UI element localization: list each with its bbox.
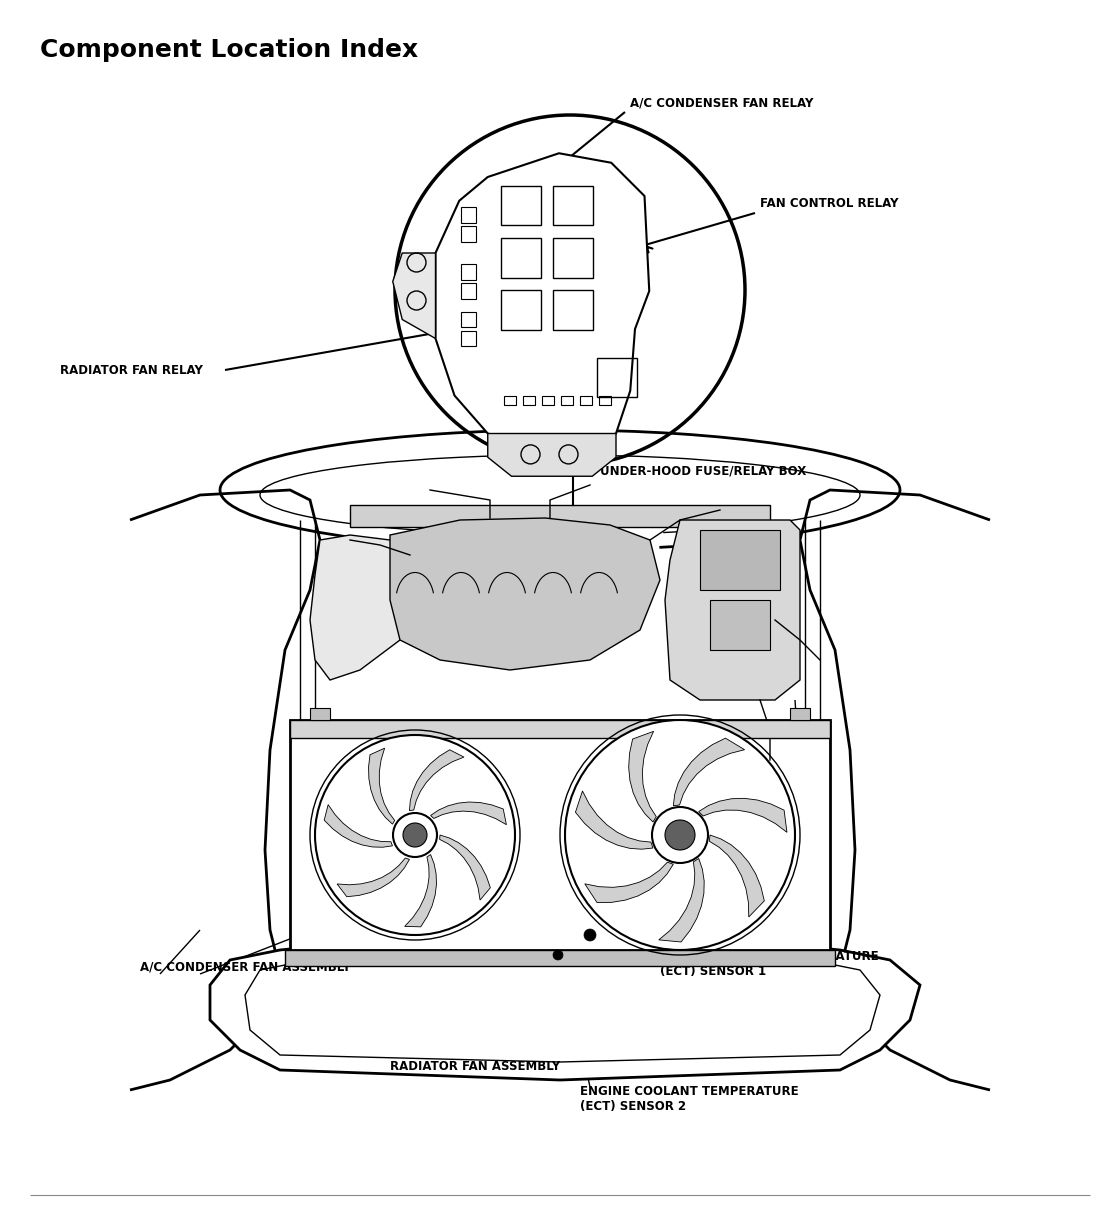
Text: RADIATOR FAN ASSEMBLY: RADIATOR FAN ASSEMBLY — [390, 1060, 560, 1073]
Polygon shape — [665, 520, 800, 700]
Text: Component Location Index: Component Location Index — [40, 38, 418, 62]
Bar — [461, 311, 476, 327]
Text: ENGINE COOLANT TEMPERATURE
(ECT) SENSOR 1: ENGINE COOLANT TEMPERATURE (ECT) SENSOR … — [660, 950, 878, 978]
Circle shape — [553, 950, 563, 959]
Circle shape — [584, 929, 596, 941]
Bar — [501, 238, 541, 277]
Bar — [790, 708, 810, 720]
Polygon shape — [709, 835, 764, 917]
Bar — [461, 331, 476, 347]
Text: UNDER-HOOD FUSE/RELAY BOX: UNDER-HOOD FUSE/RELAY BOX — [600, 465, 806, 478]
Polygon shape — [440, 835, 491, 900]
Bar — [580, 395, 592, 405]
Bar — [349, 505, 771, 527]
Polygon shape — [404, 855, 437, 927]
Bar — [501, 291, 541, 330]
Bar — [599, 395, 612, 405]
Polygon shape — [368, 748, 394, 824]
Bar — [542, 395, 554, 405]
Polygon shape — [337, 858, 410, 896]
Polygon shape — [487, 433, 616, 477]
Polygon shape — [436, 153, 650, 447]
Bar — [461, 226, 476, 242]
Polygon shape — [410, 750, 464, 811]
Text: A/C CONDENSER FAN RELAY: A/C CONDENSER FAN RELAY — [629, 97, 813, 109]
Bar — [290, 720, 830, 738]
Polygon shape — [628, 731, 656, 822]
Bar — [461, 208, 476, 223]
Bar — [553, 186, 594, 225]
Polygon shape — [659, 858, 704, 942]
Text: RADIATOR FAN RELAY: RADIATOR FAN RELAY — [60, 364, 203, 377]
Bar — [523, 395, 535, 405]
Circle shape — [315, 734, 515, 935]
Circle shape — [393, 814, 437, 857]
Bar — [461, 283, 476, 299]
Text: ENGINE COOLANT TEMPERATURE
(ECT) SENSOR 2: ENGINE COOLANT TEMPERATURE (ECT) SENSOR … — [580, 1085, 799, 1113]
Bar — [561, 395, 573, 405]
Polygon shape — [673, 738, 745, 806]
Bar — [310, 708, 330, 720]
Circle shape — [564, 720, 795, 950]
Polygon shape — [310, 535, 420, 680]
Polygon shape — [699, 799, 787, 832]
Polygon shape — [390, 518, 660, 670]
Bar — [553, 238, 594, 277]
Text: A/C CONDENSER FAN ASSEMBLY: A/C CONDENSER FAN ASSEMBLY — [140, 959, 351, 973]
Bar — [700, 530, 780, 590]
Bar — [290, 720, 830, 950]
Text: FAN CONTROL RELAY: FAN CONTROL RELAY — [760, 197, 898, 210]
Polygon shape — [585, 862, 673, 902]
Bar — [597, 358, 637, 398]
Circle shape — [652, 807, 708, 863]
Bar — [504, 395, 516, 405]
Polygon shape — [211, 942, 920, 1080]
Bar — [461, 264, 476, 280]
Circle shape — [665, 820, 696, 850]
Polygon shape — [430, 803, 506, 824]
Polygon shape — [393, 253, 436, 338]
Bar — [284, 950, 836, 966]
Bar — [501, 186, 541, 225]
Polygon shape — [576, 790, 653, 849]
Polygon shape — [324, 805, 392, 848]
Bar — [553, 291, 594, 330]
Bar — [710, 599, 771, 651]
Circle shape — [403, 823, 427, 848]
